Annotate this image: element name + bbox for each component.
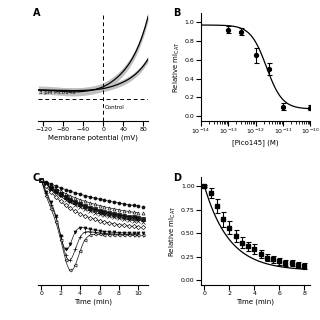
Y-axis label: Relative mI$_{\mathregular{CAT}}$: Relative mI$_{\mathregular{CAT}}$ (172, 41, 182, 92)
Text: Control: Control (105, 105, 124, 110)
X-axis label: Membrane potential (mV): Membrane potential (mV) (48, 135, 138, 141)
Text: D: D (173, 172, 181, 182)
X-axis label: Time (min): Time (min) (74, 299, 112, 305)
Text: A: A (33, 9, 40, 19)
Text: B: B (173, 9, 181, 19)
Y-axis label: Relative mI$_{\mathregular{CAT}}$: Relative mI$_{\mathregular{CAT}}$ (168, 205, 178, 257)
X-axis label: Time (min): Time (min) (236, 299, 275, 305)
Text: C: C (33, 172, 40, 182)
Text: 3 pM Pico145: 3 pM Pico145 (39, 90, 76, 95)
X-axis label: [Pico145] (M): [Pico145] (M) (232, 139, 279, 146)
